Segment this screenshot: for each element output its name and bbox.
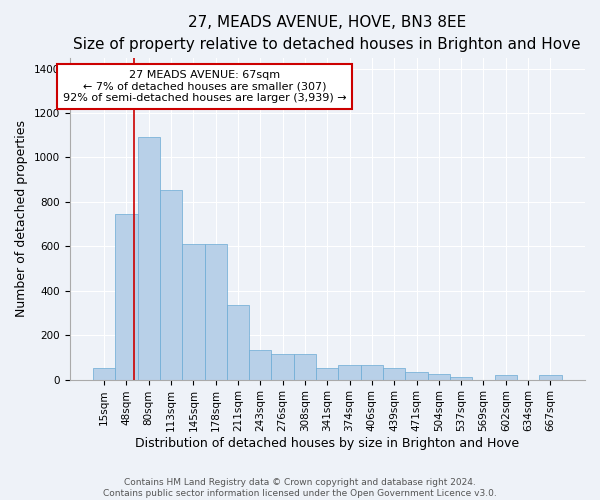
Bar bbox=[539, 375, 562, 380]
Bar bbox=[137, 138, 160, 380]
Bar bbox=[227, 305, 249, 380]
Bar bbox=[494, 375, 517, 380]
Bar bbox=[361, 365, 383, 380]
Bar bbox=[316, 368, 338, 380]
X-axis label: Distribution of detached houses by size in Brighton and Hove: Distribution of detached houses by size … bbox=[135, 437, 520, 450]
Bar bbox=[338, 365, 361, 380]
Bar bbox=[294, 354, 316, 380]
Bar bbox=[115, 214, 137, 380]
Bar bbox=[205, 244, 227, 380]
Bar bbox=[450, 378, 472, 380]
Bar bbox=[93, 368, 115, 380]
Bar bbox=[406, 372, 428, 380]
Bar bbox=[271, 354, 294, 380]
Y-axis label: Number of detached properties: Number of detached properties bbox=[15, 120, 28, 317]
Bar bbox=[428, 374, 450, 380]
Bar bbox=[160, 190, 182, 380]
Text: Contains HM Land Registry data © Crown copyright and database right 2024.
Contai: Contains HM Land Registry data © Crown c… bbox=[103, 478, 497, 498]
Bar bbox=[383, 368, 406, 380]
Bar bbox=[182, 244, 205, 380]
Text: 27 MEADS AVENUE: 67sqm
← 7% of detached houses are smaller (307)
92% of semi-det: 27 MEADS AVENUE: 67sqm ← 7% of detached … bbox=[63, 70, 346, 103]
Title: 27, MEADS AVENUE, HOVE, BN3 8EE
Size of property relative to detached houses in : 27, MEADS AVENUE, HOVE, BN3 8EE Size of … bbox=[73, 15, 581, 52]
Bar bbox=[249, 350, 271, 380]
